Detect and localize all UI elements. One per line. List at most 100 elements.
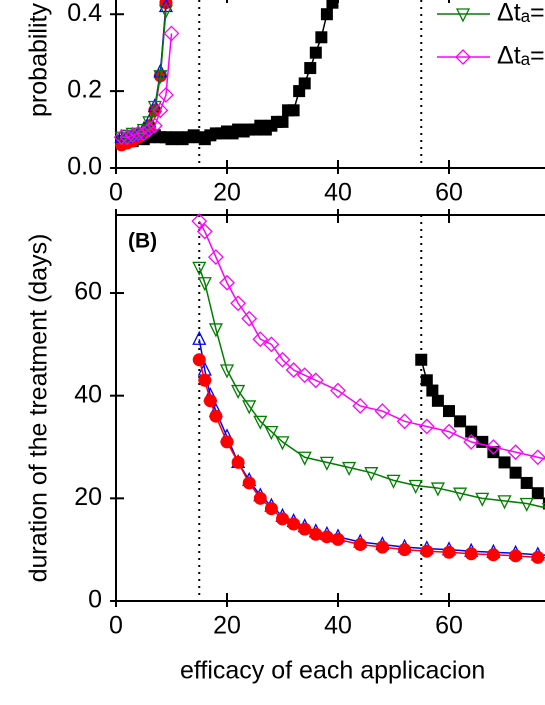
marker — [253, 415, 268, 430]
marker — [142, 116, 157, 131]
marker — [191, 213, 208, 230]
y-tick-label: 0.0 — [67, 153, 102, 181]
marker — [463, 433, 480, 450]
marker — [304, 62, 317, 75]
marker — [276, 512, 289, 526]
marker — [241, 310, 258, 327]
marker — [331, 532, 345, 546]
marker — [364, 467, 379, 482]
y-tick-label: 20 — [74, 483, 102, 511]
plot-frame — [115, 214, 545, 602]
marker — [146, 117, 163, 134]
marker — [220, 435, 234, 449]
marker — [509, 466, 522, 479]
x-tick-label: 60 — [435, 179, 463, 207]
marker — [242, 400, 257, 415]
marker — [158, 87, 174, 103]
marker — [253, 491, 267, 505]
marker — [420, 374, 433, 387]
marker — [507, 444, 524, 461]
marker — [264, 502, 278, 516]
marker — [531, 487, 544, 500]
marker — [297, 451, 312, 466]
marker — [464, 547, 478, 561]
marker — [453, 487, 468, 502]
marker — [153, 70, 168, 85]
y-tick-label: 0.4 — [67, 0, 102, 27]
series-line — [198, 220, 545, 460]
marker — [298, 77, 311, 90]
marker — [309, 527, 323, 541]
x-tick-label: 60 — [435, 612, 463, 640]
marker — [192, 353, 206, 367]
marker — [198, 373, 212, 387]
marker — [231, 384, 246, 400]
marker — [326, 0, 339, 9]
marker — [231, 455, 245, 469]
marker — [307, 372, 324, 389]
marker — [252, 331, 269, 348]
marker — [163, 25, 180, 42]
marker — [242, 476, 256, 490]
marker — [274, 351, 291, 368]
marker — [158, 4, 174, 19]
marker — [426, 384, 439, 397]
y-tick-label: 40 — [74, 380, 102, 408]
marker — [442, 545, 456, 559]
x-axis-label: efficacy of each applicacion — [180, 657, 485, 685]
marker — [408, 479, 423, 494]
legend-label: Δtₐ= — [497, 0, 545, 27]
marker — [192, 330, 207, 345]
x-tick-label: 20 — [213, 612, 241, 640]
marker — [309, 46, 322, 59]
marker — [197, 277, 212, 292]
marker — [531, 550, 545, 564]
x-tick-label: 20 — [213, 179, 241, 207]
marker — [209, 409, 223, 423]
marker — [315, 31, 328, 44]
marker — [219, 274, 235, 291]
marker — [285, 362, 302, 378]
marker — [475, 492, 490, 507]
marker — [275, 436, 290, 451]
marker — [330, 382, 346, 399]
y-axis-label: probability — [25, 3, 53, 117]
legend-label: Δtₐ= — [497, 42, 545, 70]
marker — [454, 415, 467, 428]
marker — [430, 482, 445, 497]
marker — [263, 336, 280, 353]
y-tick-label: 0.2 — [67, 76, 102, 104]
marker — [130, 125, 147, 142]
marker — [374, 403, 391, 419]
marker — [342, 461, 357, 476]
marker — [320, 530, 334, 544]
legend-marker — [455, 8, 471, 23]
panel-label: (B) — [128, 230, 157, 253]
marker — [196, 223, 213, 240]
marker — [352, 398, 369, 414]
marker — [119, 129, 136, 146]
marker — [287, 517, 301, 531]
marker — [287, 104, 300, 117]
marker — [296, 367, 313, 384]
marker — [396, 413, 413, 430]
marker — [135, 125, 152, 142]
marker — [320, 8, 333, 21]
marker — [486, 548, 500, 562]
marker — [230, 295, 247, 312]
marker — [276, 115, 289, 128]
marker — [192, 261, 207, 276]
x-tick-label: 0 — [109, 179, 123, 207]
marker — [519, 497, 534, 512]
series-line — [121, 33, 173, 138]
marker — [386, 474, 401, 489]
x-tick-label: 40 — [324, 179, 352, 207]
series-line — [198, 359, 545, 559]
marker — [431, 394, 444, 407]
marker — [375, 540, 389, 554]
y-tick-label: 60 — [74, 278, 102, 306]
marker — [498, 456, 511, 469]
marker — [487, 446, 500, 459]
marker — [147, 100, 162, 115]
